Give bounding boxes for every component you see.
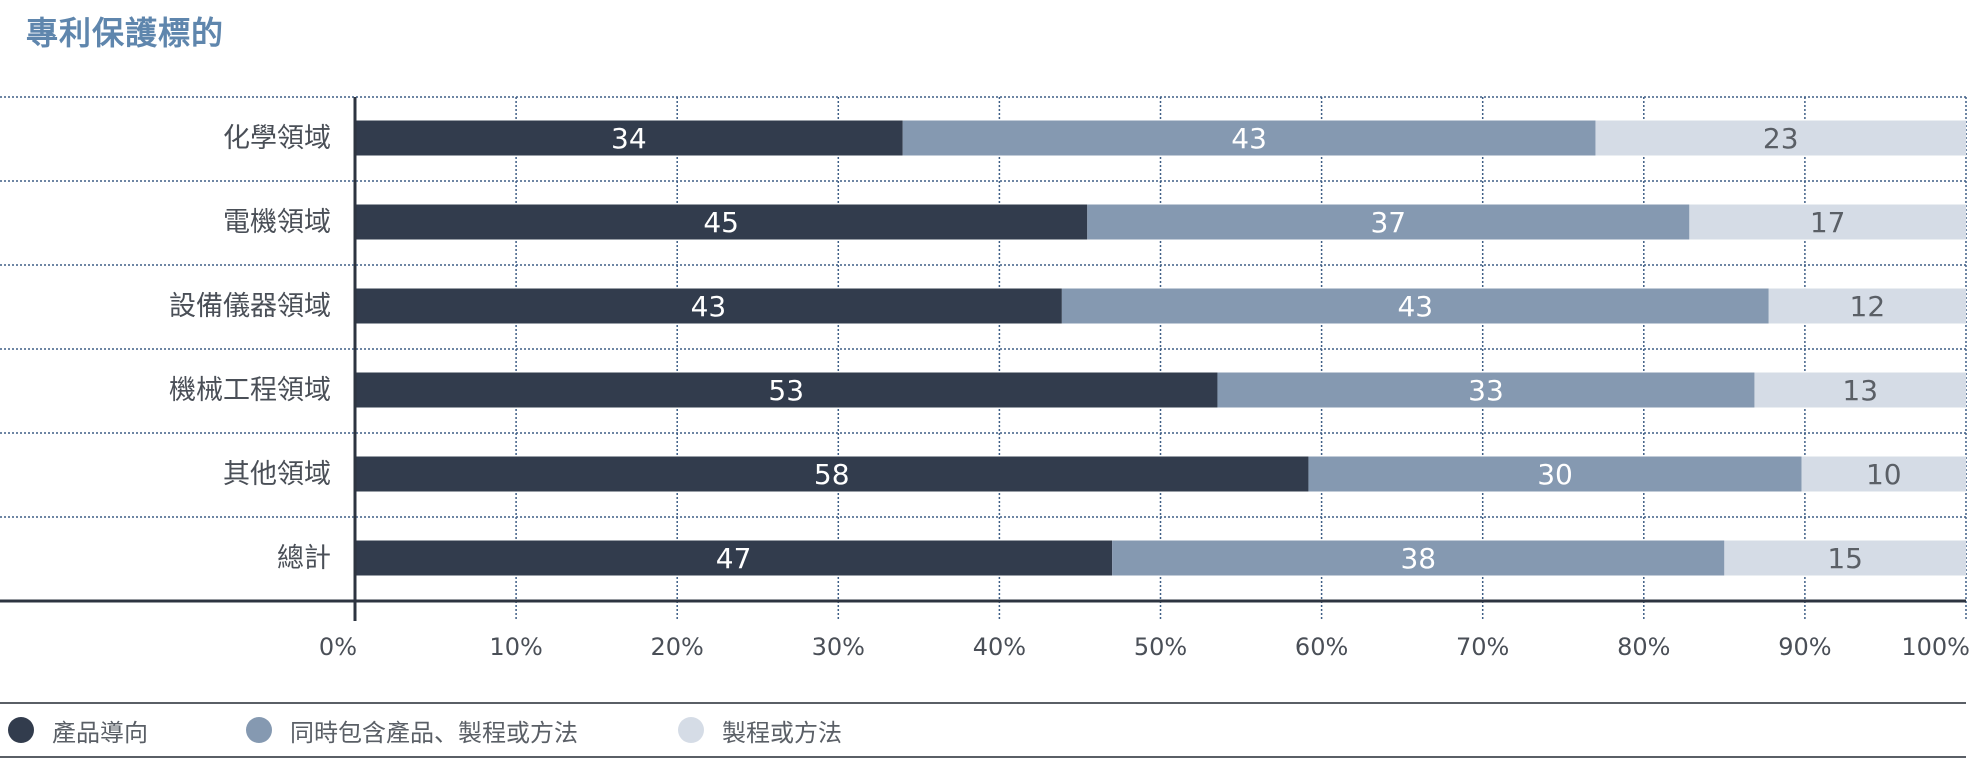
data-label: 10 xyxy=(1866,458,1902,491)
legend-label: 製程或方法 xyxy=(722,713,842,748)
data-label: 43 xyxy=(1397,290,1433,323)
legend-item: 產品導向 xyxy=(8,702,148,758)
data-label: 47 xyxy=(716,542,752,575)
data-label: 12 xyxy=(1850,290,1886,323)
legend-label: 產品導向 xyxy=(52,713,148,748)
legend-swatch xyxy=(8,717,34,743)
x-tick-label: 100% xyxy=(1901,633,1970,661)
data-label: 23 xyxy=(1763,122,1799,155)
x-tick-label: 90% xyxy=(1778,633,1831,661)
category-label: 設備儀器領域 xyxy=(169,291,331,322)
x-tick-label: 50% xyxy=(1134,633,1187,661)
x-tick-label: 20% xyxy=(651,633,704,661)
x-tick-label: 10% xyxy=(489,633,542,661)
data-label: 13 xyxy=(1842,374,1878,407)
legend-item: 同時包含產品、製程或方法 xyxy=(246,702,578,758)
data-label: 17 xyxy=(1810,206,1846,239)
data-label: 43 xyxy=(691,290,727,323)
category-label: 總計 xyxy=(277,543,331,574)
bars xyxy=(355,121,1966,576)
data-label: 58 xyxy=(814,458,850,491)
data-label: 43 xyxy=(1231,122,1267,155)
data-label: 53 xyxy=(768,374,804,407)
data-label: 45 xyxy=(703,206,739,239)
data-label: 30 xyxy=(1537,458,1573,491)
x-tick-label: 40% xyxy=(973,633,1026,661)
x-tick-label: 60% xyxy=(1295,633,1348,661)
legend-swatch xyxy=(246,717,272,743)
x-tick-label: 0% xyxy=(319,633,357,661)
x-tick-label: 70% xyxy=(1456,633,1509,661)
data-label: 15 xyxy=(1827,542,1863,575)
data-label: 34 xyxy=(611,122,647,155)
legend: 產品導向 同時包含產品、製程或方法 製程或方法 xyxy=(0,702,1974,758)
category-label: 其他領域 xyxy=(223,459,331,490)
category-label: 電機領域 xyxy=(223,207,331,238)
data-label: 37 xyxy=(1370,206,1406,239)
stacked-bar-chart: 34 43 23 化學領域 45 37 17 電機領域 43 43 12 設備儀器領域 53 33 13 機械… xyxy=(0,0,1974,700)
category-label: 機械工程領域 xyxy=(169,375,331,406)
x-tick-label: 30% xyxy=(812,633,865,661)
category-label: 化學領域 xyxy=(223,123,331,154)
x-tick-label: 80% xyxy=(1617,633,1670,661)
legend-label: 同時包含產品、製程或方法 xyxy=(290,713,578,748)
data-label: 38 xyxy=(1400,542,1436,575)
legend-item: 製程或方法 xyxy=(678,702,842,758)
legend-swatch xyxy=(678,717,704,743)
data-label: 33 xyxy=(1468,374,1504,407)
